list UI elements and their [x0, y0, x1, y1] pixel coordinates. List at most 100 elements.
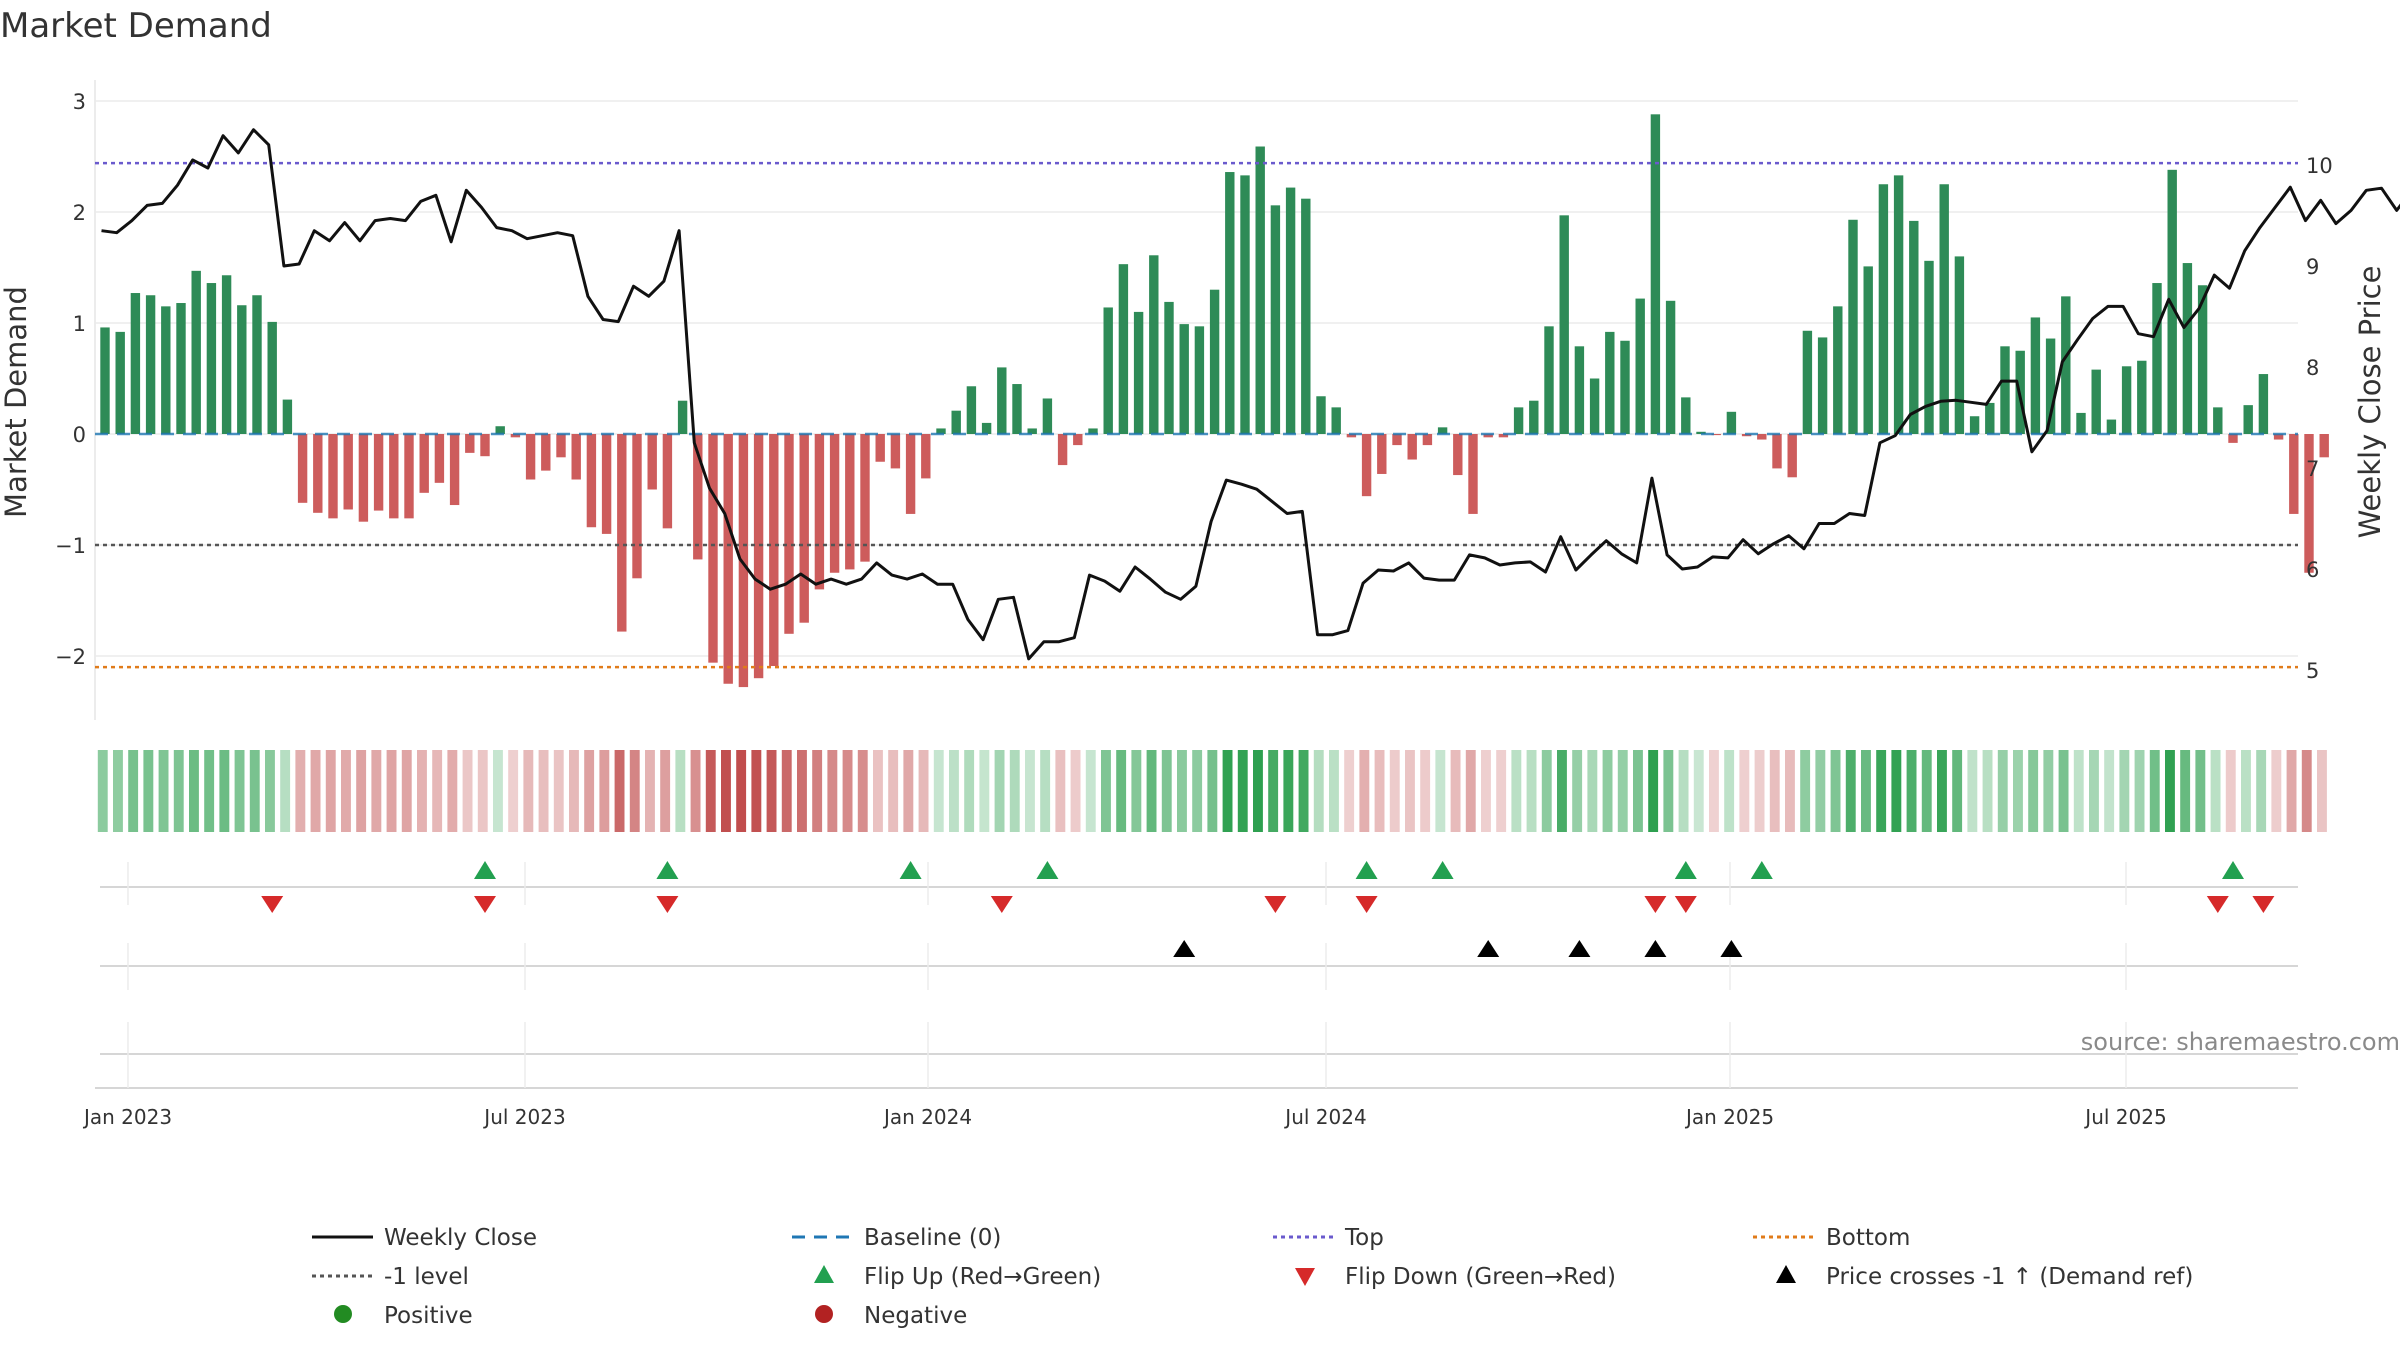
demand-bar: [267, 321, 277, 434]
demand-bar: [1483, 434, 1493, 438]
demand-bar: [1073, 434, 1083, 446]
demand-bar: [419, 434, 429, 493]
heat-cell: [1678, 750, 1689, 832]
heat-cell: [1070, 750, 1081, 832]
heat-cell: [189, 750, 199, 832]
demand-bar: [769, 434, 779, 666]
heat-cell: [97, 750, 108, 832]
flip-up-marker: [1750, 861, 1773, 879]
demand-bar: [130, 293, 141, 434]
heat-cell: [1146, 750, 1157, 832]
demand-bar: [145, 295, 156, 434]
flip-down-marker: [261, 896, 284, 913]
demand-bar: [1544, 326, 1554, 434]
demand-bar: [1817, 337, 1828, 434]
heat-cell: [341, 750, 351, 832]
legend-minus-one-label: -1 level: [384, 1264, 469, 1290]
heat-cell: [1785, 750, 1795, 832]
demand-bar: [1559, 215, 1569, 434]
event-markers: [261, 861, 2275, 957]
demand-bar: [1665, 300, 1676, 434]
demand-bar: [1057, 434, 1068, 466]
demand-bar: [875, 434, 885, 462]
heat-cell: [128, 750, 139, 832]
demand-bar: [1255, 146, 1265, 434]
y-tick-label: −1: [55, 534, 86, 558]
legend-positive-label: Positive: [384, 1303, 473, 1329]
demand-bar: [525, 434, 536, 480]
demand-bar: [1468, 434, 1478, 514]
demand-bar: [1787, 434, 1797, 478]
demand-bar: [936, 428, 946, 434]
heat-cell: [1405, 750, 1415, 832]
heat-cell: [1329, 750, 1339, 832]
demand-bar: [1285, 187, 1296, 434]
heat-cell: [2286, 750, 2297, 832]
heat-cell: [1861, 750, 1871, 832]
demand-bar: [1027, 428, 1037, 434]
heat-cell: [569, 750, 579, 832]
heat-cell: [751, 750, 762, 832]
heat-cell: [903, 750, 914, 832]
heat-cell: [736, 750, 747, 832]
y-tick-label: 3: [73, 90, 86, 114]
demand-bar: [1848, 219, 1858, 434]
demand-bar: [2061, 296, 2071, 434]
heat-cell: [2134, 750, 2145, 832]
heat-cell: [2195, 750, 2206, 832]
demand-bar: [1012, 384, 1022, 434]
demand-bar: [1270, 205, 1281, 434]
demand-bar: [100, 327, 110, 434]
heat-cell: [477, 750, 488, 832]
heat-cell: [1253, 750, 1263, 832]
heat-cell: [325, 750, 336, 832]
demand-bar: [1179, 324, 1189, 434]
demand-bar: [2182, 263, 2193, 434]
y2-tick-label: 6: [2306, 558, 2319, 582]
demand-bar: [221, 275, 232, 434]
heat-cell: [1207, 750, 1218, 832]
legend-bottom-label: Bottom: [1826, 1225, 1910, 1251]
y-tick-label: 2: [73, 201, 86, 225]
heat-cell: [553, 750, 564, 832]
demand-bar: [1878, 184, 1889, 434]
heat-cell: [1952, 750, 1963, 832]
demand-bar: [1316, 396, 1326, 434]
heat-cell: [857, 750, 868, 832]
heat-cell: [462, 750, 473, 832]
demand-bar: [1331, 407, 1341, 434]
heat-cell: [265, 750, 275, 832]
heat-cell: [660, 750, 671, 832]
heat-cell: [523, 750, 534, 832]
heat-cell: [1815, 750, 1826, 832]
heat-cell: [1313, 750, 1324, 832]
y2-tick-label: 7: [2306, 457, 2319, 481]
heat-cell: [2149, 750, 2160, 832]
heat-cell: [721, 750, 731, 832]
demand-bar: [951, 410, 961, 434]
demand-bar: [161, 306, 171, 434]
heat-cell: [1937, 750, 1947, 832]
demand-bar: [1194, 326, 1205, 434]
heat-cell: [143, 750, 154, 832]
demand-bar: [2289, 434, 2299, 514]
heat-cell: [158, 750, 169, 832]
demand-bar: [921, 434, 931, 479]
demand-bar: [799, 434, 809, 623]
heat-cell: [1055, 750, 1066, 832]
demand-bar: [1422, 434, 1433, 446]
demand-bar: [206, 283, 217, 434]
flip-down-marker: [656, 896, 679, 913]
heat-cell: [2089, 750, 2099, 832]
y2-tick-label: 10: [2306, 154, 2333, 178]
heat-cell: [1769, 750, 1780, 832]
demand-bar: [1377, 434, 1387, 474]
heat-cell: [1982, 750, 1993, 832]
flip-up-marker: [1431, 861, 1454, 879]
demand-bar: [693, 434, 703, 560]
demand-bar: [1574, 346, 1585, 434]
flip-up-marker: [474, 861, 496, 879]
heat-cell: [2058, 750, 2069, 832]
demand-bar: [1437, 427, 1448, 434]
legend-baseline-label: Baseline (0): [864, 1225, 1001, 1251]
